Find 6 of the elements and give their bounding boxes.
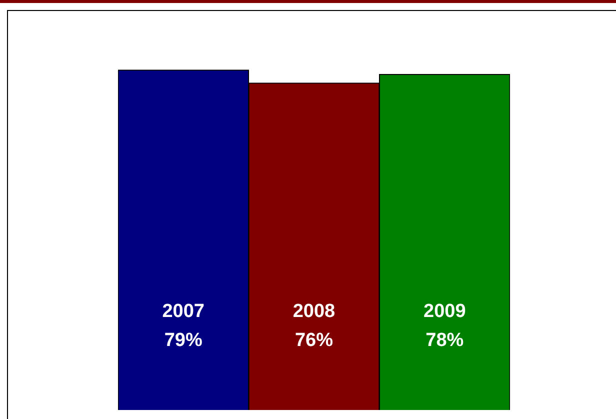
data-label: 79% xyxy=(164,330,202,352)
x-tick-label: 2007 xyxy=(162,301,204,322)
data-label: 78% xyxy=(426,330,464,352)
x-tick-label: 2009 xyxy=(424,301,466,322)
x-tick-label: 2008 xyxy=(292,301,336,322)
data-label: 76% xyxy=(294,330,334,352)
